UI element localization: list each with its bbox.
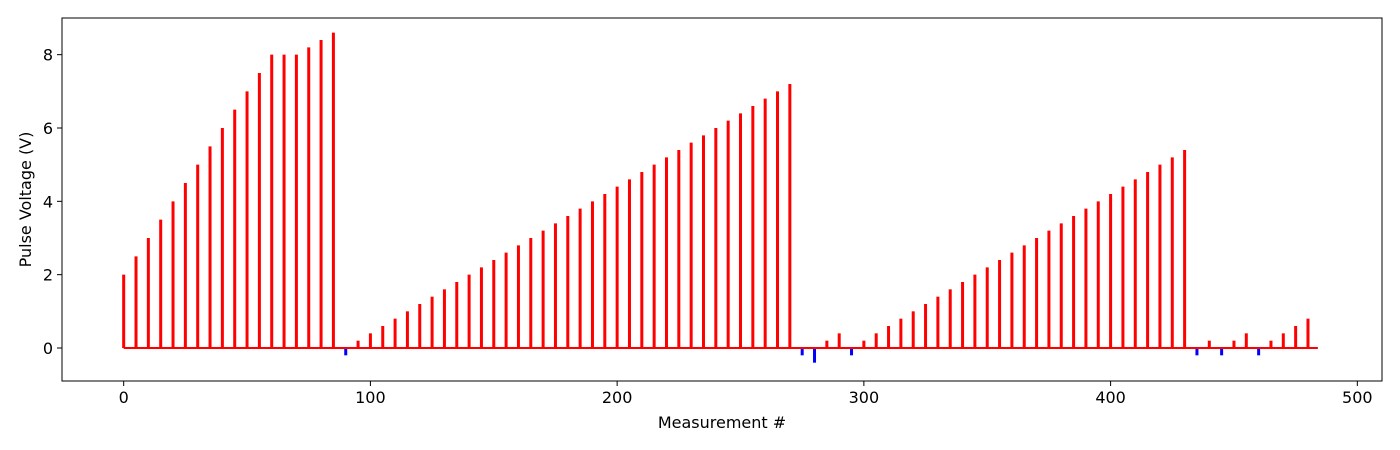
y-tick-label: 8 (43, 46, 53, 65)
x-tick-label: 400 (1095, 388, 1126, 407)
y-axis-ticks: 0 2 4 6 8 (43, 46, 62, 358)
y-axis-label: Pulse Voltage (V) (16, 132, 35, 268)
x-tick-label: 200 (602, 388, 633, 407)
y-tick-label: 2 (43, 266, 53, 285)
y-tick-label: 6 (43, 119, 53, 138)
chart-marks (122, 32, 1318, 363)
x-tick-label: 300 (849, 388, 880, 407)
x-tick-label: 100 (355, 388, 386, 407)
y-tick-label: 4 (43, 192, 53, 211)
x-tick-label: 0 (119, 388, 129, 407)
y-tick-label: 0 (43, 339, 53, 358)
plot-frame (61, 17, 1383, 382)
x-axis-ticks: 0 100 200 300 400 500 (119, 381, 1373, 407)
x-axis-label: Measurement # (658, 413, 786, 432)
x-tick-label: 500 (1342, 388, 1373, 407)
